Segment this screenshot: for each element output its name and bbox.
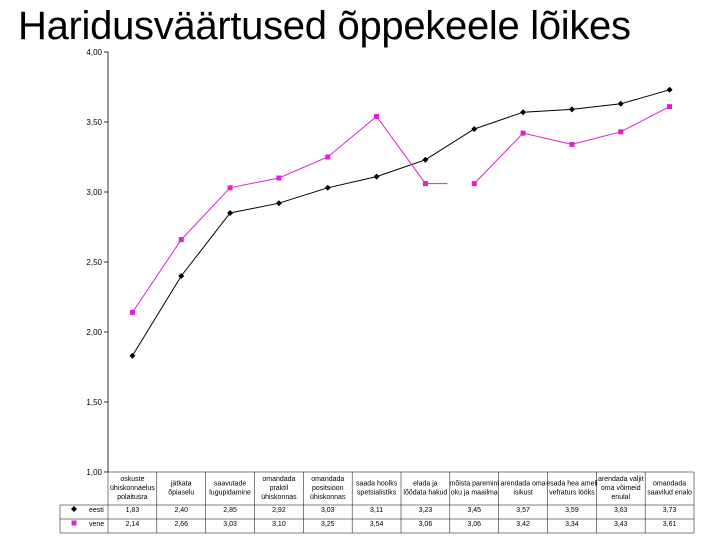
x-category-label: elada ja lõõdata hakud <box>403 481 447 497</box>
data-label-vene: 3,25 <box>321 521 335 528</box>
data-label-vene: 3,34 <box>565 521 579 528</box>
data-label-eesti: 3,11 <box>370 507 383 514</box>
data-point-eesti <box>324 184 331 191</box>
data-label-vene: 3,61 <box>663 521 677 528</box>
data-point-vene <box>520 130 526 136</box>
data-point-vene <box>422 181 428 187</box>
y-tick-label: 2,00 <box>86 328 102 337</box>
data-point-eesti <box>275 200 282 207</box>
data-point-vene <box>129 309 135 315</box>
x-category-label: mõista paremini oku ja maailma <box>450 481 500 497</box>
x-category-label: jätkata õpiaselu <box>168 481 194 497</box>
data-label-vene: 3,06 <box>419 521 433 528</box>
data-label-vene: 3,43 <box>614 521 628 528</box>
legend-label-vene: vene <box>89 521 104 528</box>
data-point-eesti <box>568 106 575 113</box>
data-label-vene: 3,54 <box>370 521 384 528</box>
data-label-vene: 3,03 <box>223 521 237 528</box>
x-category-label: saada hoolks spetsialistiks <box>356 481 398 497</box>
data-label-vene: 3,10 <box>272 521 286 528</box>
data-label-eesti: 3,63 <box>614 507 628 514</box>
data-label-eesti: 2,40 <box>174 507 188 514</box>
x-category-label: saavutade lugupidamine <box>209 481 251 497</box>
data-point-eesti <box>617 100 624 107</box>
y-tick-label: 2,50 <box>86 258 102 267</box>
data-label-eesti: 1,83 <box>126 507 140 514</box>
x-category-label: arendada oma isikust <box>501 481 546 497</box>
legend-marker-eesti <box>71 506 77 512</box>
data-point-vene <box>471 181 477 187</box>
y-tick-label: 1,00 <box>86 468 102 477</box>
data-label-vene: 2,66 <box>174 521 188 528</box>
series-line-eesti <box>131 89 670 357</box>
data-label-vene: 2,14 <box>126 521 140 528</box>
data-point-eesti <box>373 173 380 180</box>
data-point-vene <box>667 104 673 110</box>
data-label-eesti: 3,73 <box>663 507 677 514</box>
y-tick-label: 3,50 <box>86 118 102 127</box>
x-category-label: oskuste ühiskonnaelus polaitusra <box>110 476 155 501</box>
data-point-vene <box>569 141 575 147</box>
data-label-eesti: 3,59 <box>565 507 579 514</box>
data-label-vene: 3,06 <box>467 521 481 528</box>
legend-marker-vene <box>71 520 77 526</box>
data-point-vene <box>618 129 624 135</box>
series-line-vene <box>132 115 426 313</box>
y-tick-label: 4,00 <box>86 48 102 57</box>
data-label-eesti: 2,92 <box>272 507 286 514</box>
data-label-eesti: 2,85 <box>223 507 237 514</box>
data-label-eesti: 3,23 <box>419 507 433 514</box>
data-point-vene <box>227 185 233 191</box>
data-point-eesti <box>422 156 429 163</box>
x-category-label: omandada positsioon ühiskonnas <box>310 476 346 501</box>
data-point-vene <box>178 237 184 243</box>
page-title: Haridusväärtused õppekeele lõikes <box>18 4 631 48</box>
x-category-label: omandada praktil ühiskonnas <box>261 476 297 501</box>
data-point-eesti <box>227 210 234 216</box>
legend-label-eesti: eesti <box>89 507 104 514</box>
data-point-vene <box>325 154 331 160</box>
x-category-label: omandada saavilud enalo <box>647 481 692 497</box>
data-label-eesti: 3,03 <box>321 507 335 514</box>
data-label-vene: 3,42 <box>516 521 530 528</box>
data-point-vene <box>374 113 380 119</box>
data-point-eesti <box>666 86 673 93</box>
data-point-eesti <box>471 126 478 132</box>
x-category-label: arendada valjit oma võimeid enulal <box>598 476 644 501</box>
data-point-eesti <box>520 109 527 116</box>
y-tick-label: 3,00 <box>86 188 102 197</box>
y-tick-label: 1,50 <box>86 398 102 407</box>
data-point-vene <box>276 175 282 181</box>
data-label-eesti: 3,57 <box>516 507 530 514</box>
data-point-eesti <box>129 352 136 359</box>
x-category-label: esada hea ameli vefraturs lööks <box>546 481 598 497</box>
data-label-eesti: 3,45 <box>467 507 481 514</box>
data-point-eesti <box>178 273 185 279</box>
